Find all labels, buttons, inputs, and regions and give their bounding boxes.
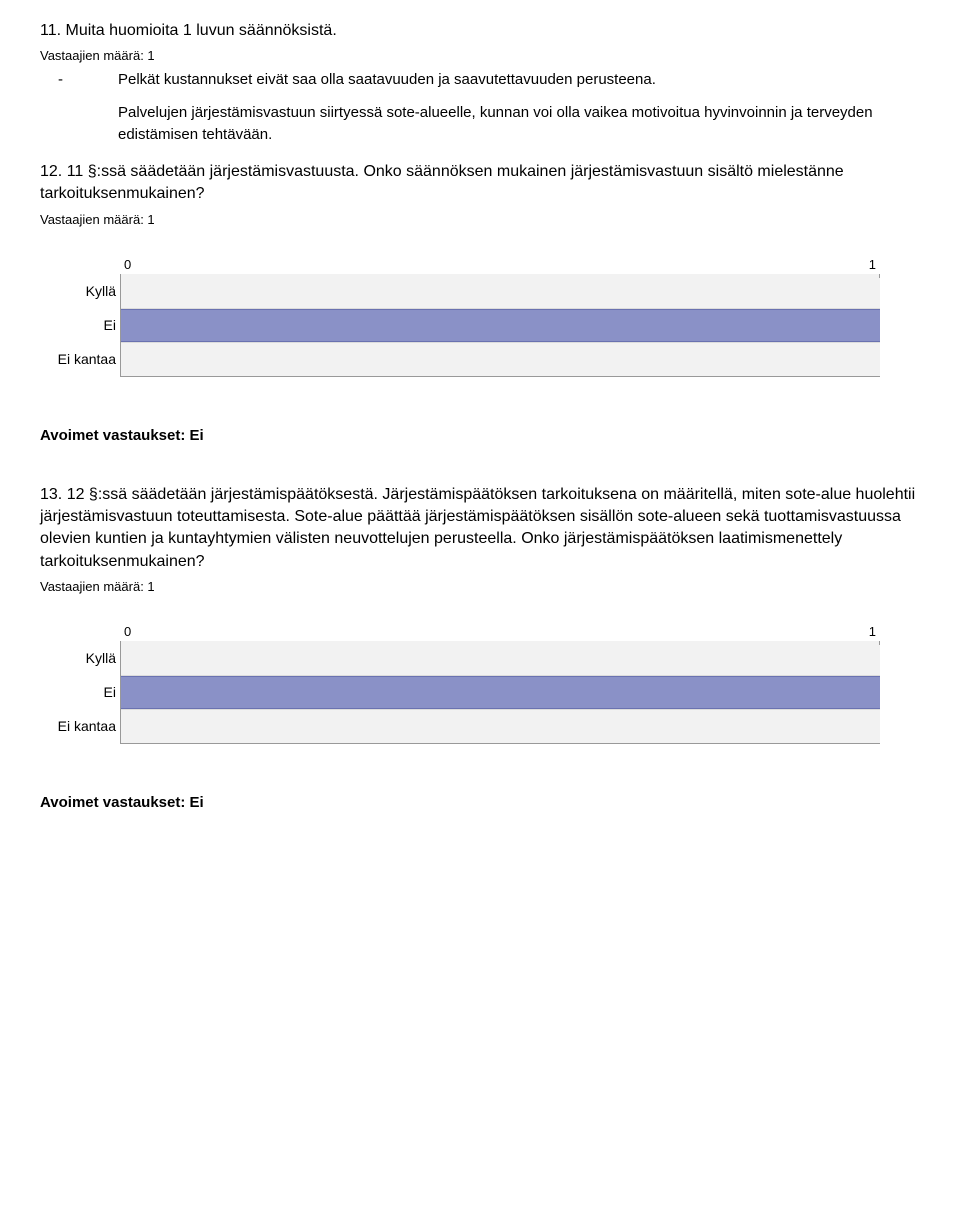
dash-icon: - [58,69,118,92]
q13-title: 13. 12 §:ssä säädetään järjestämispäätök… [40,484,920,574]
answer-text: Palvelujen järjestämisvastuun siirtyessä… [118,102,920,147]
bar-label: Kyllä [41,283,116,299]
q12-open-answers: Avoimet vastaukset: Ei [40,427,920,444]
bar-row-ei: Ei [121,675,880,709]
q11-answers: - Pelkät kustannukset eivät saa olla saa… [40,69,920,147]
q13-subtitle: Vastaajien määrä: 1 [40,579,920,594]
bar-label: Ei [41,684,116,700]
bar-row-eikantaa: Ei kantaa [121,709,880,743]
q12-chart: 0 1 Kyllä Ei Ei kantaa [40,257,920,377]
axis-min: 0 [124,624,131,639]
bar-label: Ei [41,317,116,333]
q11-title: 11. Muita huomioita 1 luvun säännöksistä… [40,20,920,42]
bar-label: Ei kantaa [41,351,116,367]
axis-max: 1 [869,624,876,639]
question-11: 11. Muita huomioita 1 luvun säännöksistä… [40,20,920,147]
chart-axis: 0 1 [120,257,880,274]
chart-axis: 0 1 [120,624,880,641]
axis-max: 1 [869,257,876,272]
bar-track [121,274,880,308]
q11-subtitle: Vastaajien määrä: 1 [40,48,920,63]
chart-body: Kyllä Ei Ei kantaa [120,274,880,377]
bar-fill [121,676,880,709]
bar-label: Ei kantaa [41,718,116,734]
bar-row-kylla: Kyllä [121,641,880,675]
axis-min: 0 [124,257,131,272]
bar-row-eikantaa: Ei kantaa [121,342,880,376]
bar-track [121,709,880,743]
list-item: - Pelkät kustannukset eivät saa olla saa… [58,69,920,92]
list-item: Palvelujen järjestämisvastuun siirtyessä… [118,102,920,147]
bar-row-ei: Ei [121,308,880,342]
bar-track [121,641,880,675]
question-13: 13. 12 §:ssä säädetään järjestämispäätök… [40,484,920,812]
bar-label: Kyllä [41,650,116,666]
chart-body: Kyllä Ei Ei kantaa [120,641,880,744]
bar-fill [121,309,880,342]
q13-open-answers: Avoimet vastaukset: Ei [40,794,920,811]
bar-row-kylla: Kyllä [121,274,880,308]
q13-chart: 0 1 Kyllä Ei Ei kantaa [40,624,920,744]
q12-title: 12. 11 §:ssä säädetään järjestämisvastuu… [40,161,920,206]
bar-track [121,308,880,342]
answer-text: Pelkät kustannukset eivät saa olla saata… [118,69,920,92]
bar-track [121,675,880,709]
question-12: 12. 11 §:ssä säädetään järjestämisvastuu… [40,161,920,444]
q12-subtitle: Vastaajien määrä: 1 [40,212,920,227]
bar-track [121,342,880,376]
